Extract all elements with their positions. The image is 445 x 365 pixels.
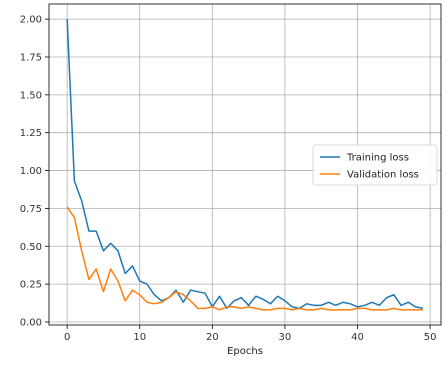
x-axis-label: Epochs bbox=[227, 346, 263, 357]
x-tick-label: 10 bbox=[133, 332, 146, 343]
x-tick-label: 20 bbox=[206, 332, 219, 343]
ticks: 0 10 20 30 40 50 0.00 0.25 0.50 0.75 1.00 1.25 1.50 1… bbox=[20, 15, 437, 343]
series-line-validation-loss bbox=[66, 206, 423, 311]
series-layer bbox=[66, 19, 424, 311]
x-tick-label: 30 bbox=[279, 332, 292, 343]
legend-label: Validation loss bbox=[347, 170, 419, 181]
plot-frame bbox=[48, 3, 442, 326]
y-tick-label: 0.25 bbox=[20, 280, 42, 291]
y-tick-label: 1.25 bbox=[20, 128, 42, 139]
y-tick-label: 0.75 bbox=[20, 204, 42, 215]
legend-label: Training loss bbox=[346, 153, 409, 164]
y-tick-label: 1.75 bbox=[20, 52, 42, 63]
y-tick-label: 0.50 bbox=[20, 242, 42, 253]
y-tick-label: 1.00 bbox=[20, 166, 42, 177]
y-tick-label: 0.00 bbox=[20, 317, 42, 328]
x-tick-label: 50 bbox=[424, 332, 437, 343]
x-tick-label: 0 bbox=[64, 332, 70, 343]
series-line-training-loss bbox=[66, 19, 424, 310]
legend-box bbox=[312, 144, 438, 186]
y-tick-label: 1.50 bbox=[20, 90, 42, 101]
y-tick-label: 2.00 bbox=[20, 15, 42, 26]
x-tick-label: 40 bbox=[351, 332, 364, 343]
legend: Training loss Validation loss bbox=[312, 144, 438, 186]
